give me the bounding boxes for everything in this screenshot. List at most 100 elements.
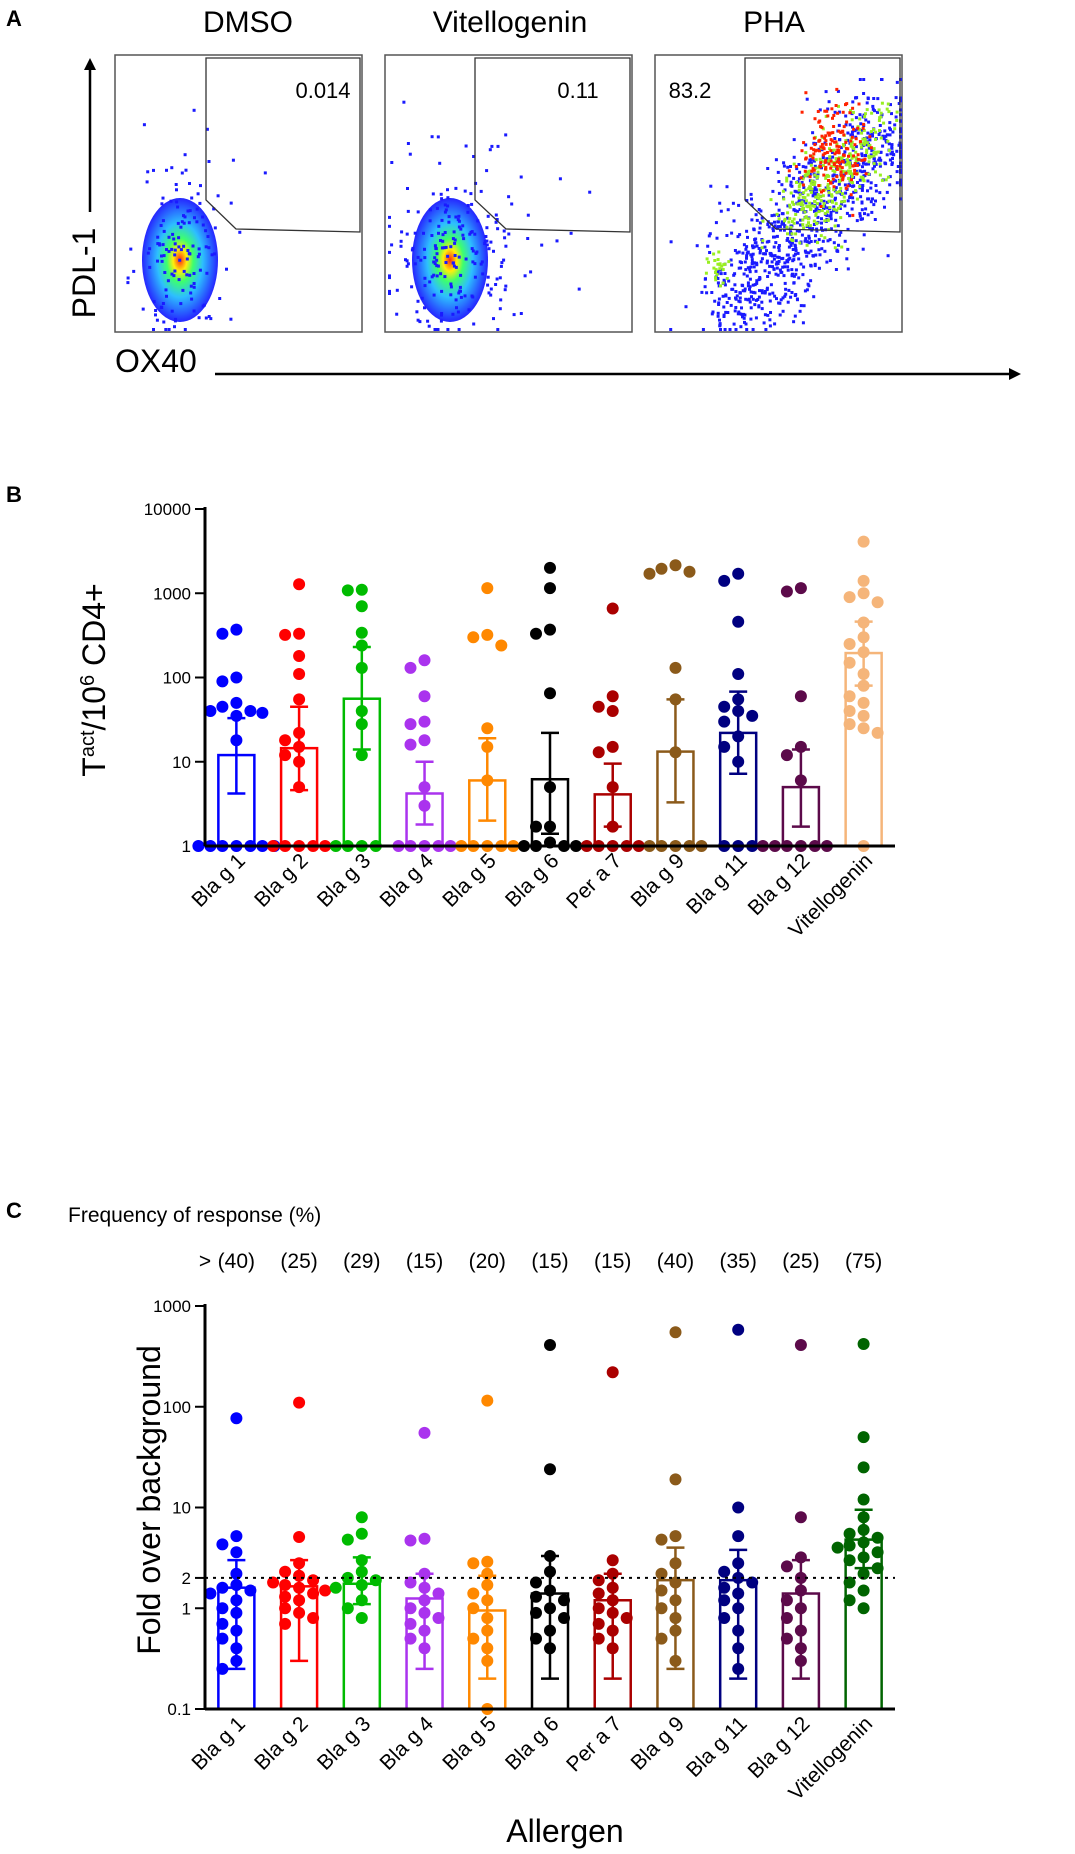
event-dot	[797, 196, 801, 200]
event-dot	[423, 306, 426, 310]
event-dot	[777, 244, 781, 247]
event-dot	[779, 270, 783, 274]
data-point	[404, 738, 417, 751]
event-dot	[730, 263, 734, 267]
data-point	[780, 1612, 793, 1624]
event-dot	[859, 195, 863, 199]
data-point	[683, 565, 696, 578]
event-dot	[792, 281, 796, 285]
event-dot	[823, 160, 827, 164]
event-dot	[871, 167, 875, 171]
event-dot	[872, 147, 876, 151]
event-dot	[816, 241, 819, 245]
event-dot	[804, 151, 808, 155]
data-point	[780, 585, 793, 598]
event-dot	[154, 313, 157, 317]
event-dot	[825, 260, 829, 264]
event-dot	[229, 201, 233, 205]
event-dot	[766, 167, 770, 170]
event-dot	[836, 111, 840, 115]
event-dot	[762, 321, 766, 325]
event-dot	[758, 226, 762, 230]
data-point	[718, 1594, 731, 1607]
event-dot	[838, 138, 841, 142]
event-dot	[826, 239, 830, 243]
event-dot	[495, 218, 499, 221]
event-dot	[388, 292, 391, 295]
event-dot	[811, 183, 815, 186]
event-dot	[852, 127, 856, 131]
event-dot	[772, 235, 775, 239]
data-point	[592, 746, 605, 759]
event-dot	[864, 118, 868, 122]
event-dot	[438, 161, 442, 165]
data-point	[558, 1594, 570, 1607]
event-dot	[731, 287, 735, 291]
event-dot	[826, 182, 830, 186]
event-dot	[788, 205, 792, 209]
event-dot	[827, 174, 831, 178]
data-point	[307, 1612, 320, 1624]
event-dot	[858, 214, 862, 218]
event-dot	[161, 196, 165, 200]
event-dot	[792, 162, 796, 166]
event-dot	[175, 188, 178, 192]
data-point	[244, 705, 257, 717]
event-dot	[805, 240, 809, 244]
event-dot	[186, 249, 190, 252]
event-dot	[810, 187, 814, 191]
event-dot	[198, 268, 202, 272]
event-dot	[812, 136, 816, 140]
event-dot	[498, 307, 502, 311]
event-dot	[805, 254, 809, 258]
data-point	[307, 1574, 320, 1587]
event-dot	[766, 223, 770, 226]
event-dot	[423, 284, 427, 288]
event-dot	[390, 161, 394, 164]
event-dot	[435, 252, 439, 256]
data-point	[530, 1632, 542, 1645]
event-dot	[427, 324, 431, 328]
event-dot	[146, 251, 150, 255]
event-dot	[785, 225, 789, 229]
event-dot	[486, 275, 490, 279]
event-dot	[886, 175, 890, 179]
event-dot	[745, 274, 749, 278]
data-point	[857, 535, 870, 548]
event-dot	[834, 202, 838, 206]
flow-y-label: PDL-1	[66, 228, 102, 319]
event-dot	[835, 190, 839, 194]
data-point	[216, 1581, 229, 1594]
data-point	[267, 1576, 280, 1589]
event-dot	[441, 239, 445, 243]
event-dot	[872, 162, 876, 166]
frequency-label: (35)	[720, 1250, 757, 1273]
data-point	[732, 615, 745, 628]
data-point	[669, 1473, 682, 1486]
event-dot	[788, 256, 792, 260]
event-dot	[880, 78, 884, 81]
event-dot	[867, 162, 870, 166]
event-dot	[786, 265, 790, 269]
event-dot	[831, 151, 834, 154]
event-dot	[841, 129, 845, 133]
event-dot	[760, 291, 764, 295]
event-dot	[792, 320, 796, 324]
event-dot	[890, 163, 894, 166]
event-dot	[763, 245, 767, 249]
event-dot	[529, 270, 533, 274]
event-dot	[732, 322, 736, 326]
data-point	[216, 1538, 229, 1551]
event-dot	[874, 162, 878, 166]
event-dot	[730, 231, 734, 235]
event-dot	[734, 328, 738, 331]
event-dot	[872, 203, 876, 207]
event-dot	[833, 170, 837, 174]
event-dot	[767, 225, 771, 229]
event-dot	[721, 294, 725, 298]
event-dot	[833, 140, 837, 144]
event-dot	[443, 231, 447, 234]
event-dot	[853, 172, 857, 176]
event-dot	[708, 251, 712, 254]
event-dot	[742, 316, 746, 320]
